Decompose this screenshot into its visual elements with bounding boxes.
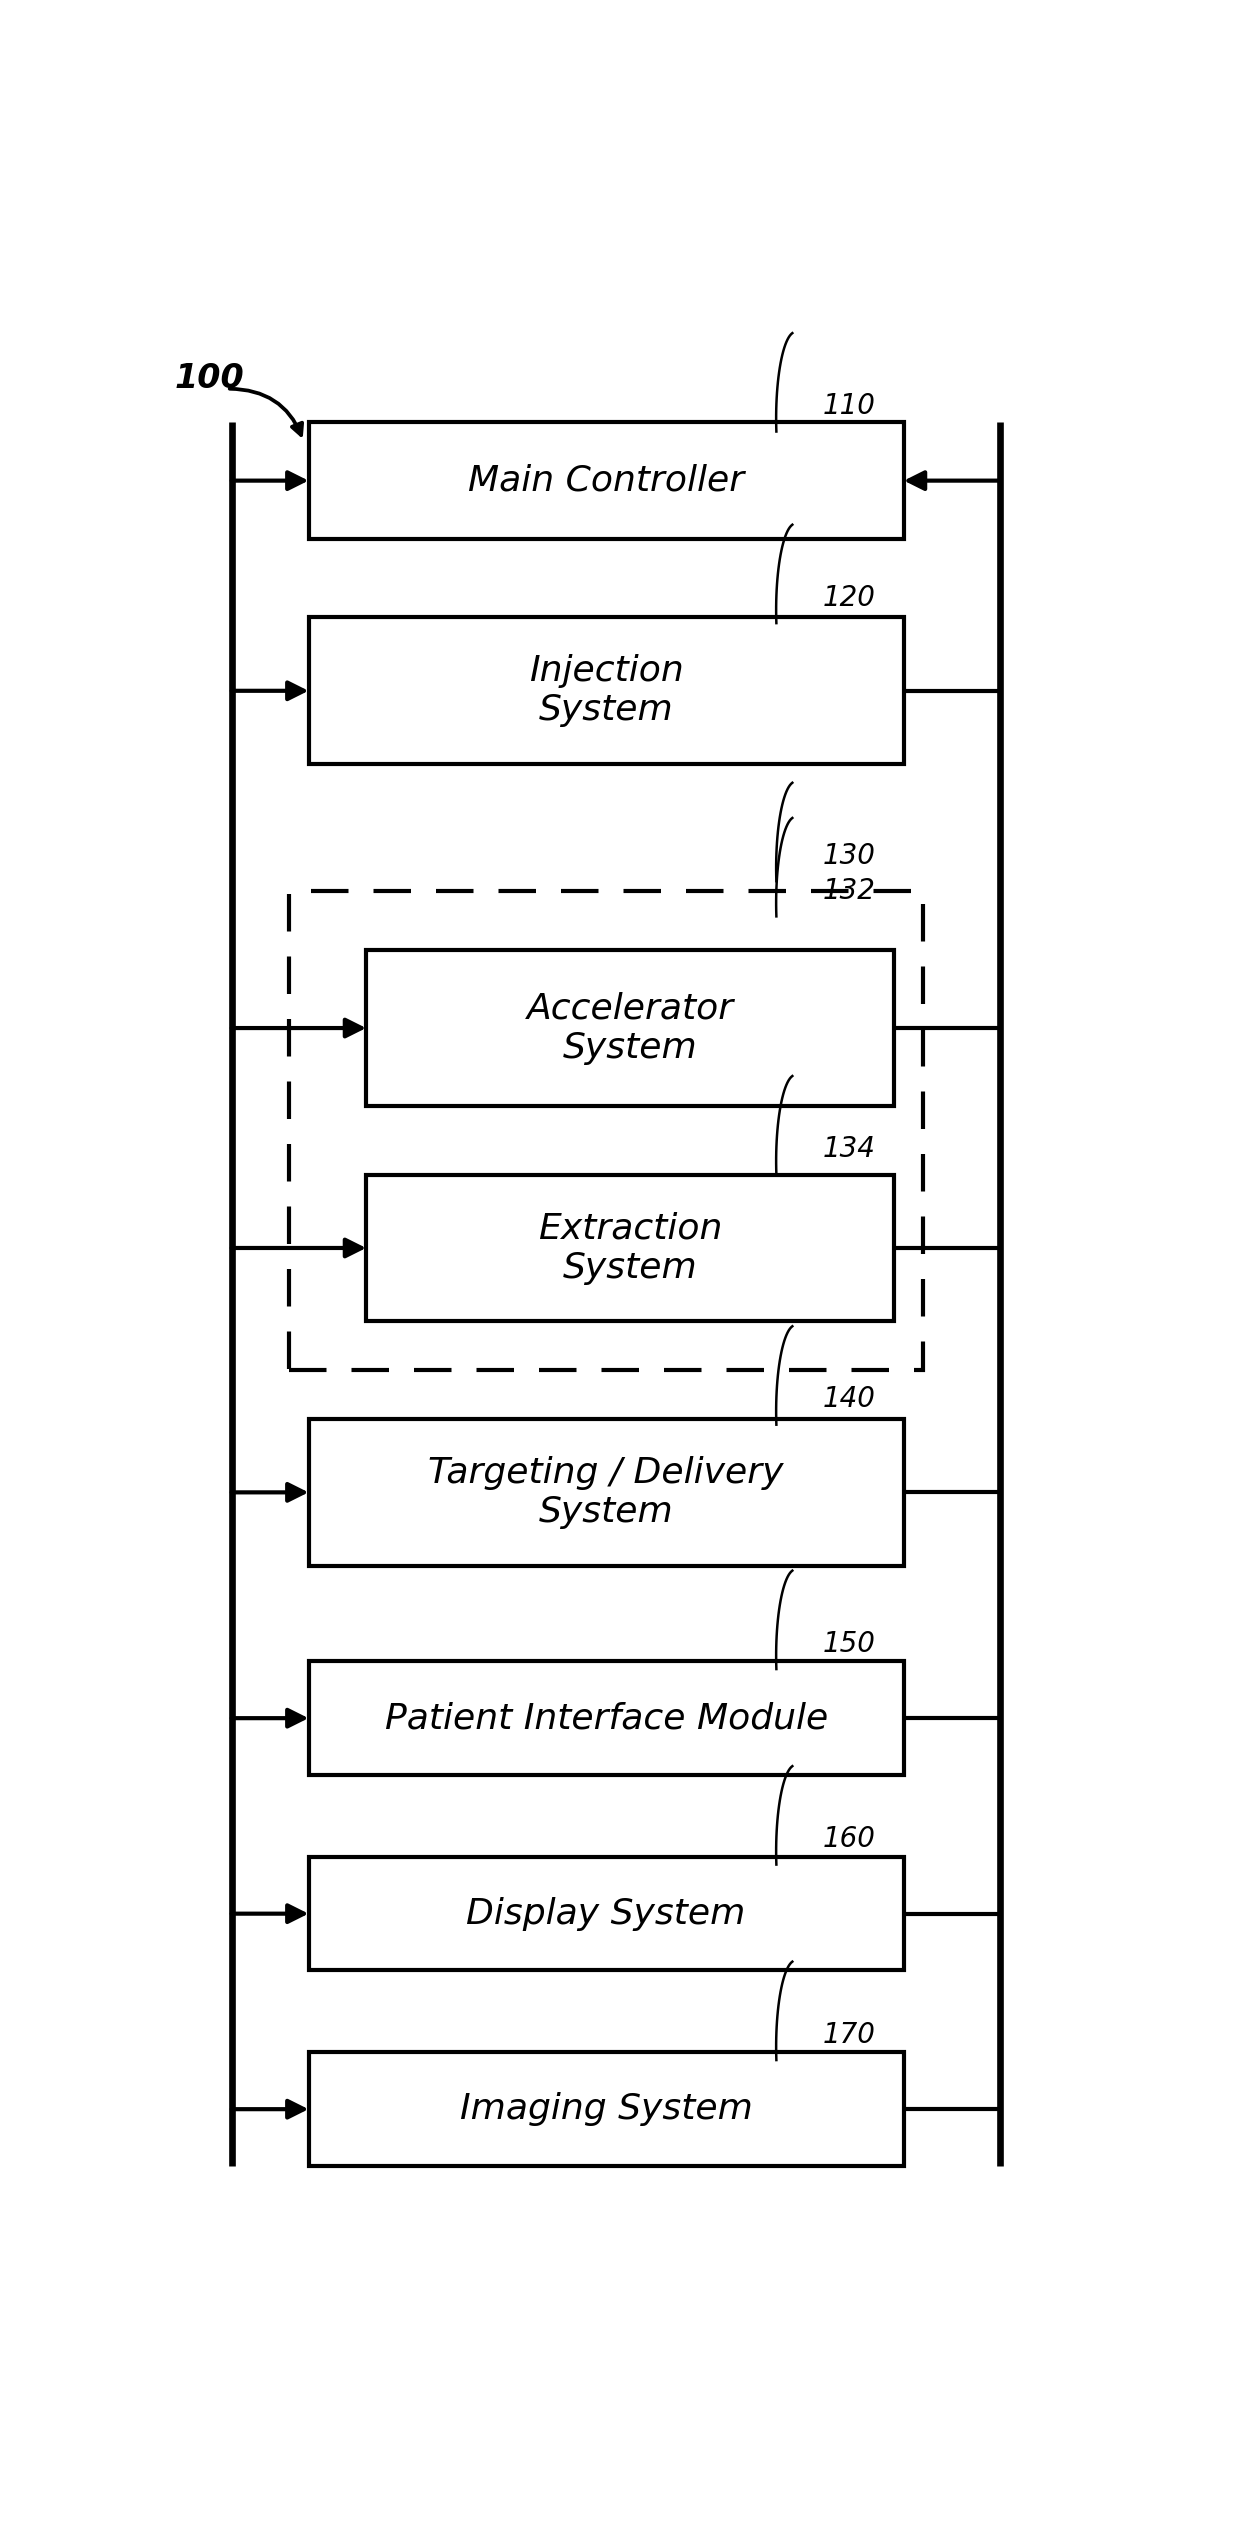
Text: 140: 140	[823, 1386, 875, 1414]
Text: 120: 120	[823, 584, 875, 612]
Bar	[309, 1856, 903, 1970]
Bar	[290, 891, 923, 1371]
Bar	[309, 1661, 903, 1775]
Text: Targeting / Delivery
System: Targeting / Delivery System	[429, 1455, 784, 1528]
Text: 130: 130	[823, 843, 875, 871]
Text: 134: 134	[823, 1135, 875, 1163]
Text: 100: 100	[173, 363, 244, 396]
Text: Injection
System: Injection System	[529, 655, 684, 729]
Bar	[367, 1176, 895, 1320]
Text: Patient Interface Module: Patient Interface Module	[384, 1701, 828, 1734]
Bar	[309, 1419, 903, 1567]
Text: Imaging System: Imaging System	[460, 2092, 752, 2125]
Text: Accelerator
System: Accelerator System	[527, 990, 733, 1064]
Text: Main Controller: Main Controller	[468, 465, 745, 498]
Text: 150: 150	[823, 1630, 875, 1658]
Bar	[309, 421, 903, 538]
Text: 132: 132	[823, 876, 875, 906]
Text: 160: 160	[823, 1826, 875, 1853]
Text: Extraction
System: Extraction System	[538, 1211, 722, 1285]
Text: Display System: Display System	[467, 1897, 746, 1930]
Bar	[367, 950, 895, 1107]
Text: 110: 110	[823, 394, 875, 421]
FancyArrowPatch shape	[229, 388, 302, 434]
Text: 170: 170	[823, 2021, 875, 2049]
Bar	[309, 2052, 903, 2166]
Bar	[309, 617, 903, 764]
